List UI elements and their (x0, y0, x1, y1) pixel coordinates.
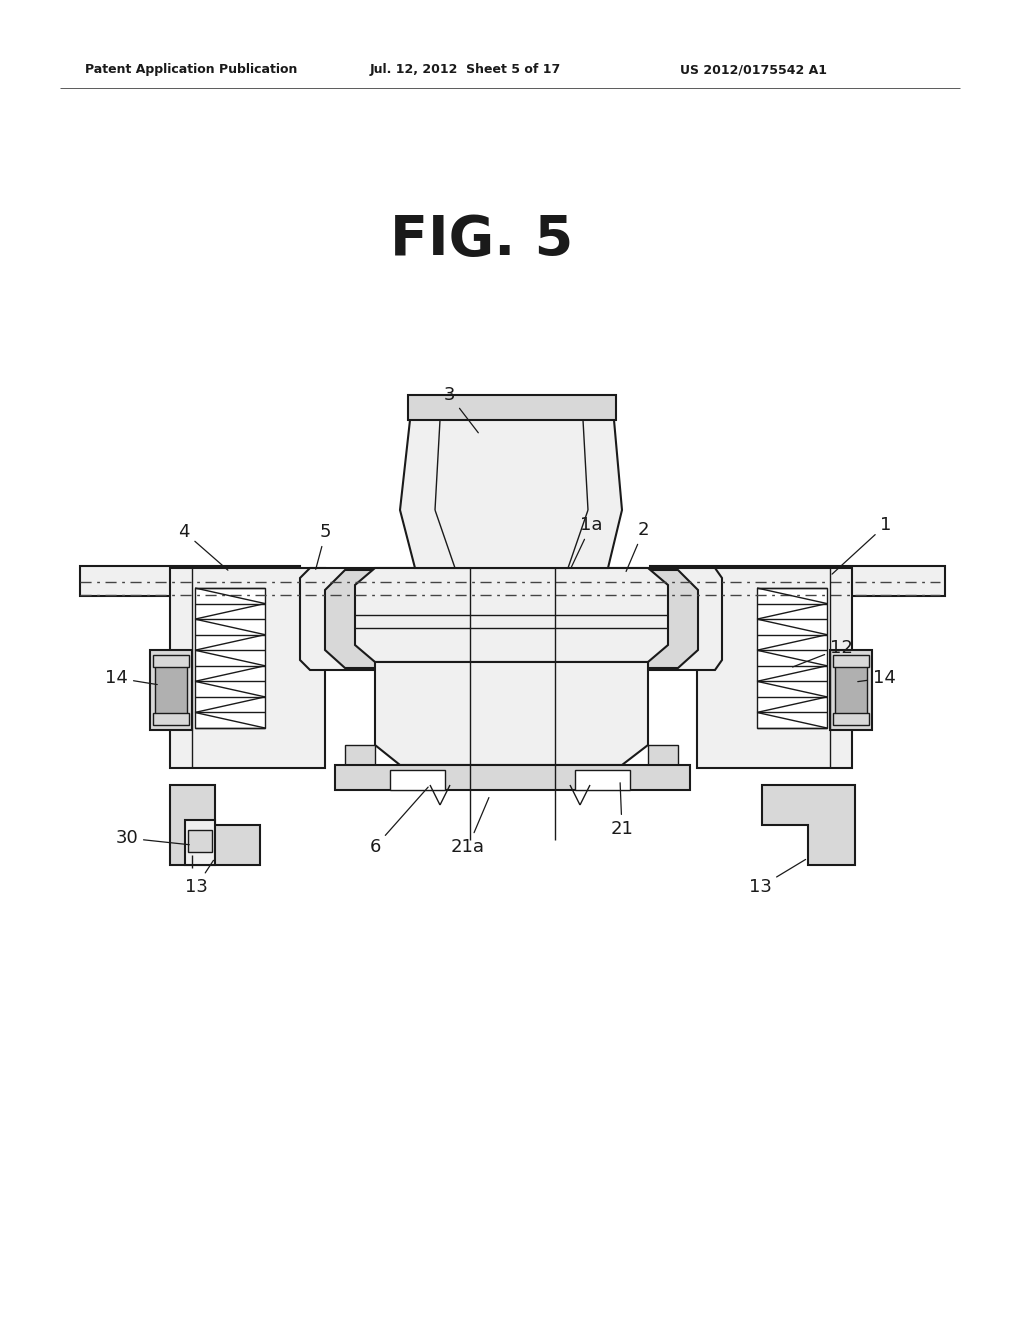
Text: FIG. 5: FIG. 5 (390, 213, 573, 267)
Text: 1: 1 (833, 516, 891, 574)
Bar (757, 587, 827, 729)
Text: US 2012/0175542 A1: US 2012/0175542 A1 (680, 63, 827, 77)
Polygon shape (648, 744, 678, 766)
Polygon shape (355, 568, 668, 663)
Bar (390, 770, 445, 789)
Polygon shape (375, 663, 648, 766)
Bar (150, 649, 193, 730)
Polygon shape (170, 785, 260, 865)
Text: 3: 3 (443, 385, 478, 433)
Polygon shape (400, 400, 622, 568)
Text: 6: 6 (370, 787, 428, 855)
Bar (650, 566, 945, 597)
Text: 12: 12 (793, 639, 853, 667)
Polygon shape (335, 766, 690, 789)
Text: 13: 13 (749, 859, 806, 896)
Bar (153, 713, 189, 725)
Polygon shape (300, 568, 722, 671)
Text: 2: 2 (626, 521, 649, 572)
Bar (195, 587, 265, 729)
Text: 4: 4 (178, 523, 228, 570)
Text: 14: 14 (858, 669, 896, 686)
Bar (830, 649, 872, 730)
Bar (170, 568, 325, 768)
Bar (185, 820, 215, 865)
Text: 13: 13 (184, 861, 213, 896)
Polygon shape (325, 570, 698, 668)
Text: Patent Application Publication: Patent Application Publication (85, 63, 297, 77)
Bar (697, 568, 852, 768)
Text: 21a: 21a (451, 797, 488, 855)
Bar (153, 655, 189, 667)
Text: 30: 30 (116, 829, 189, 847)
Text: 5: 5 (315, 523, 332, 569)
Bar (188, 830, 212, 851)
Text: Jul. 12, 2012  Sheet 5 of 17: Jul. 12, 2012 Sheet 5 of 17 (370, 63, 561, 77)
Text: 14: 14 (105, 669, 158, 686)
Text: 21: 21 (610, 783, 634, 838)
Polygon shape (345, 744, 375, 766)
Polygon shape (762, 785, 855, 865)
Bar (575, 770, 630, 789)
Bar (835, 665, 867, 715)
Bar (408, 395, 616, 420)
Bar (80, 566, 300, 597)
Text: 1a: 1a (571, 516, 602, 568)
Bar (155, 665, 187, 715)
Bar (833, 713, 869, 725)
Bar (833, 655, 869, 667)
